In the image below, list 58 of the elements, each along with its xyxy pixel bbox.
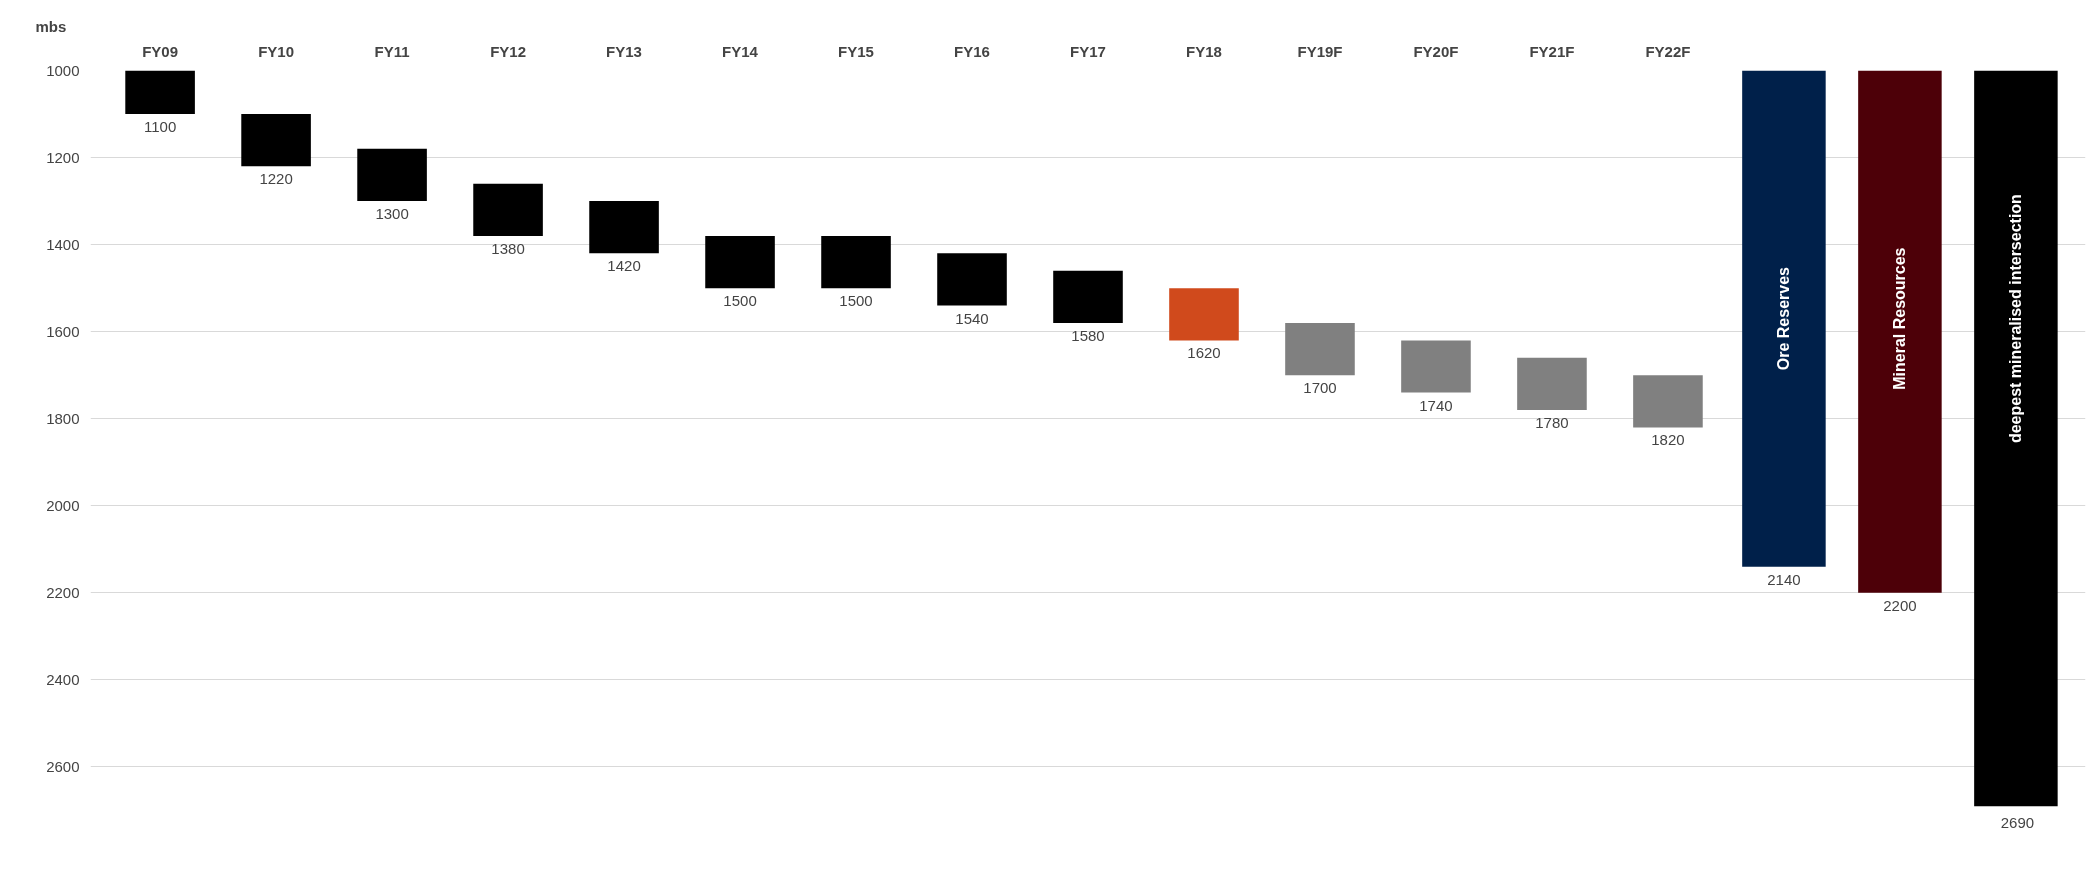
data-label: 1820 (1651, 431, 1685, 449)
x-tick-label: FY15 (838, 42, 874, 60)
y-tick-label: 2400 (46, 670, 80, 688)
bar (473, 183, 543, 236)
annotation: Ore Reserves (1775, 266, 1793, 371)
x-tick-label: FY20F (1413, 42, 1459, 60)
data-label: 1540 (955, 309, 989, 327)
y-tick-label: 1400 (46, 235, 80, 253)
y-tick-label: 2200 (46, 583, 80, 601)
x-tick-label: FY22F (1645, 42, 1691, 60)
bar (937, 253, 1007, 306)
y-tick-label: 1800 (46, 409, 80, 427)
bar (1169, 288, 1239, 341)
x-tick-label: FY19F (1297, 42, 1343, 60)
data-label: 1500 (839, 292, 873, 310)
bar (1633, 375, 1703, 428)
x-tick-label: FY21F (1529, 42, 1575, 60)
data-label: 1500 (723, 292, 757, 310)
bar (125, 70, 195, 115)
data-label: 2200 (1883, 596, 1917, 614)
data-label: 2690 (2000, 813, 2035, 831)
bar (241, 114, 311, 167)
bar (821, 235, 891, 289)
data-label: 1420 (607, 257, 641, 275)
bar (357, 148, 427, 202)
x-tick-label: FY09 (142, 42, 179, 60)
data-label: 1700 (1303, 379, 1337, 397)
bar (1517, 357, 1587, 411)
y-tick-label: 2000 (46, 496, 80, 514)
data-label: 1620 (1187, 344, 1221, 362)
data-label: 2140 (1767, 570, 1801, 588)
y-axis-title: mbs (35, 17, 67, 35)
data-label: 1300 (375, 205, 409, 223)
x-tick-label: FY13 (606, 42, 642, 60)
bar (1053, 270, 1123, 323)
bar (705, 235, 775, 289)
x-tick-label: FY16 (954, 42, 990, 60)
y-tick-label: 1000 (46, 61, 80, 79)
x-tick-label: FY10 (258, 42, 295, 60)
x-tick-label: FY12 (490, 42, 526, 60)
bar (589, 201, 659, 254)
annotation: Mineral Resources (1891, 247, 1909, 390)
data-label: 1780 (1535, 414, 1569, 432)
x-tick-label: FY11 (374, 42, 410, 60)
data-label: 1580 (1071, 326, 1105, 344)
annotation: deepest mineralised intersection (2007, 194, 2025, 444)
data-label: 1740 (1419, 396, 1453, 414)
x-tick-label: FY17 (1070, 42, 1106, 60)
data-label: 1380 (491, 239, 525, 257)
x-tick-label: FY14 (722, 42, 759, 60)
y-tick-label: 1600 (46, 322, 80, 340)
x-tick-label: FY18 (1186, 42, 1222, 60)
bar (1401, 340, 1471, 393)
bar (1285, 322, 1355, 376)
data-label: 1220 (259, 170, 293, 188)
y-tick-label: 2600 (46, 757, 80, 775)
data-label: 1100 (143, 118, 177, 136)
y-tick-label: 1200 (46, 148, 80, 166)
